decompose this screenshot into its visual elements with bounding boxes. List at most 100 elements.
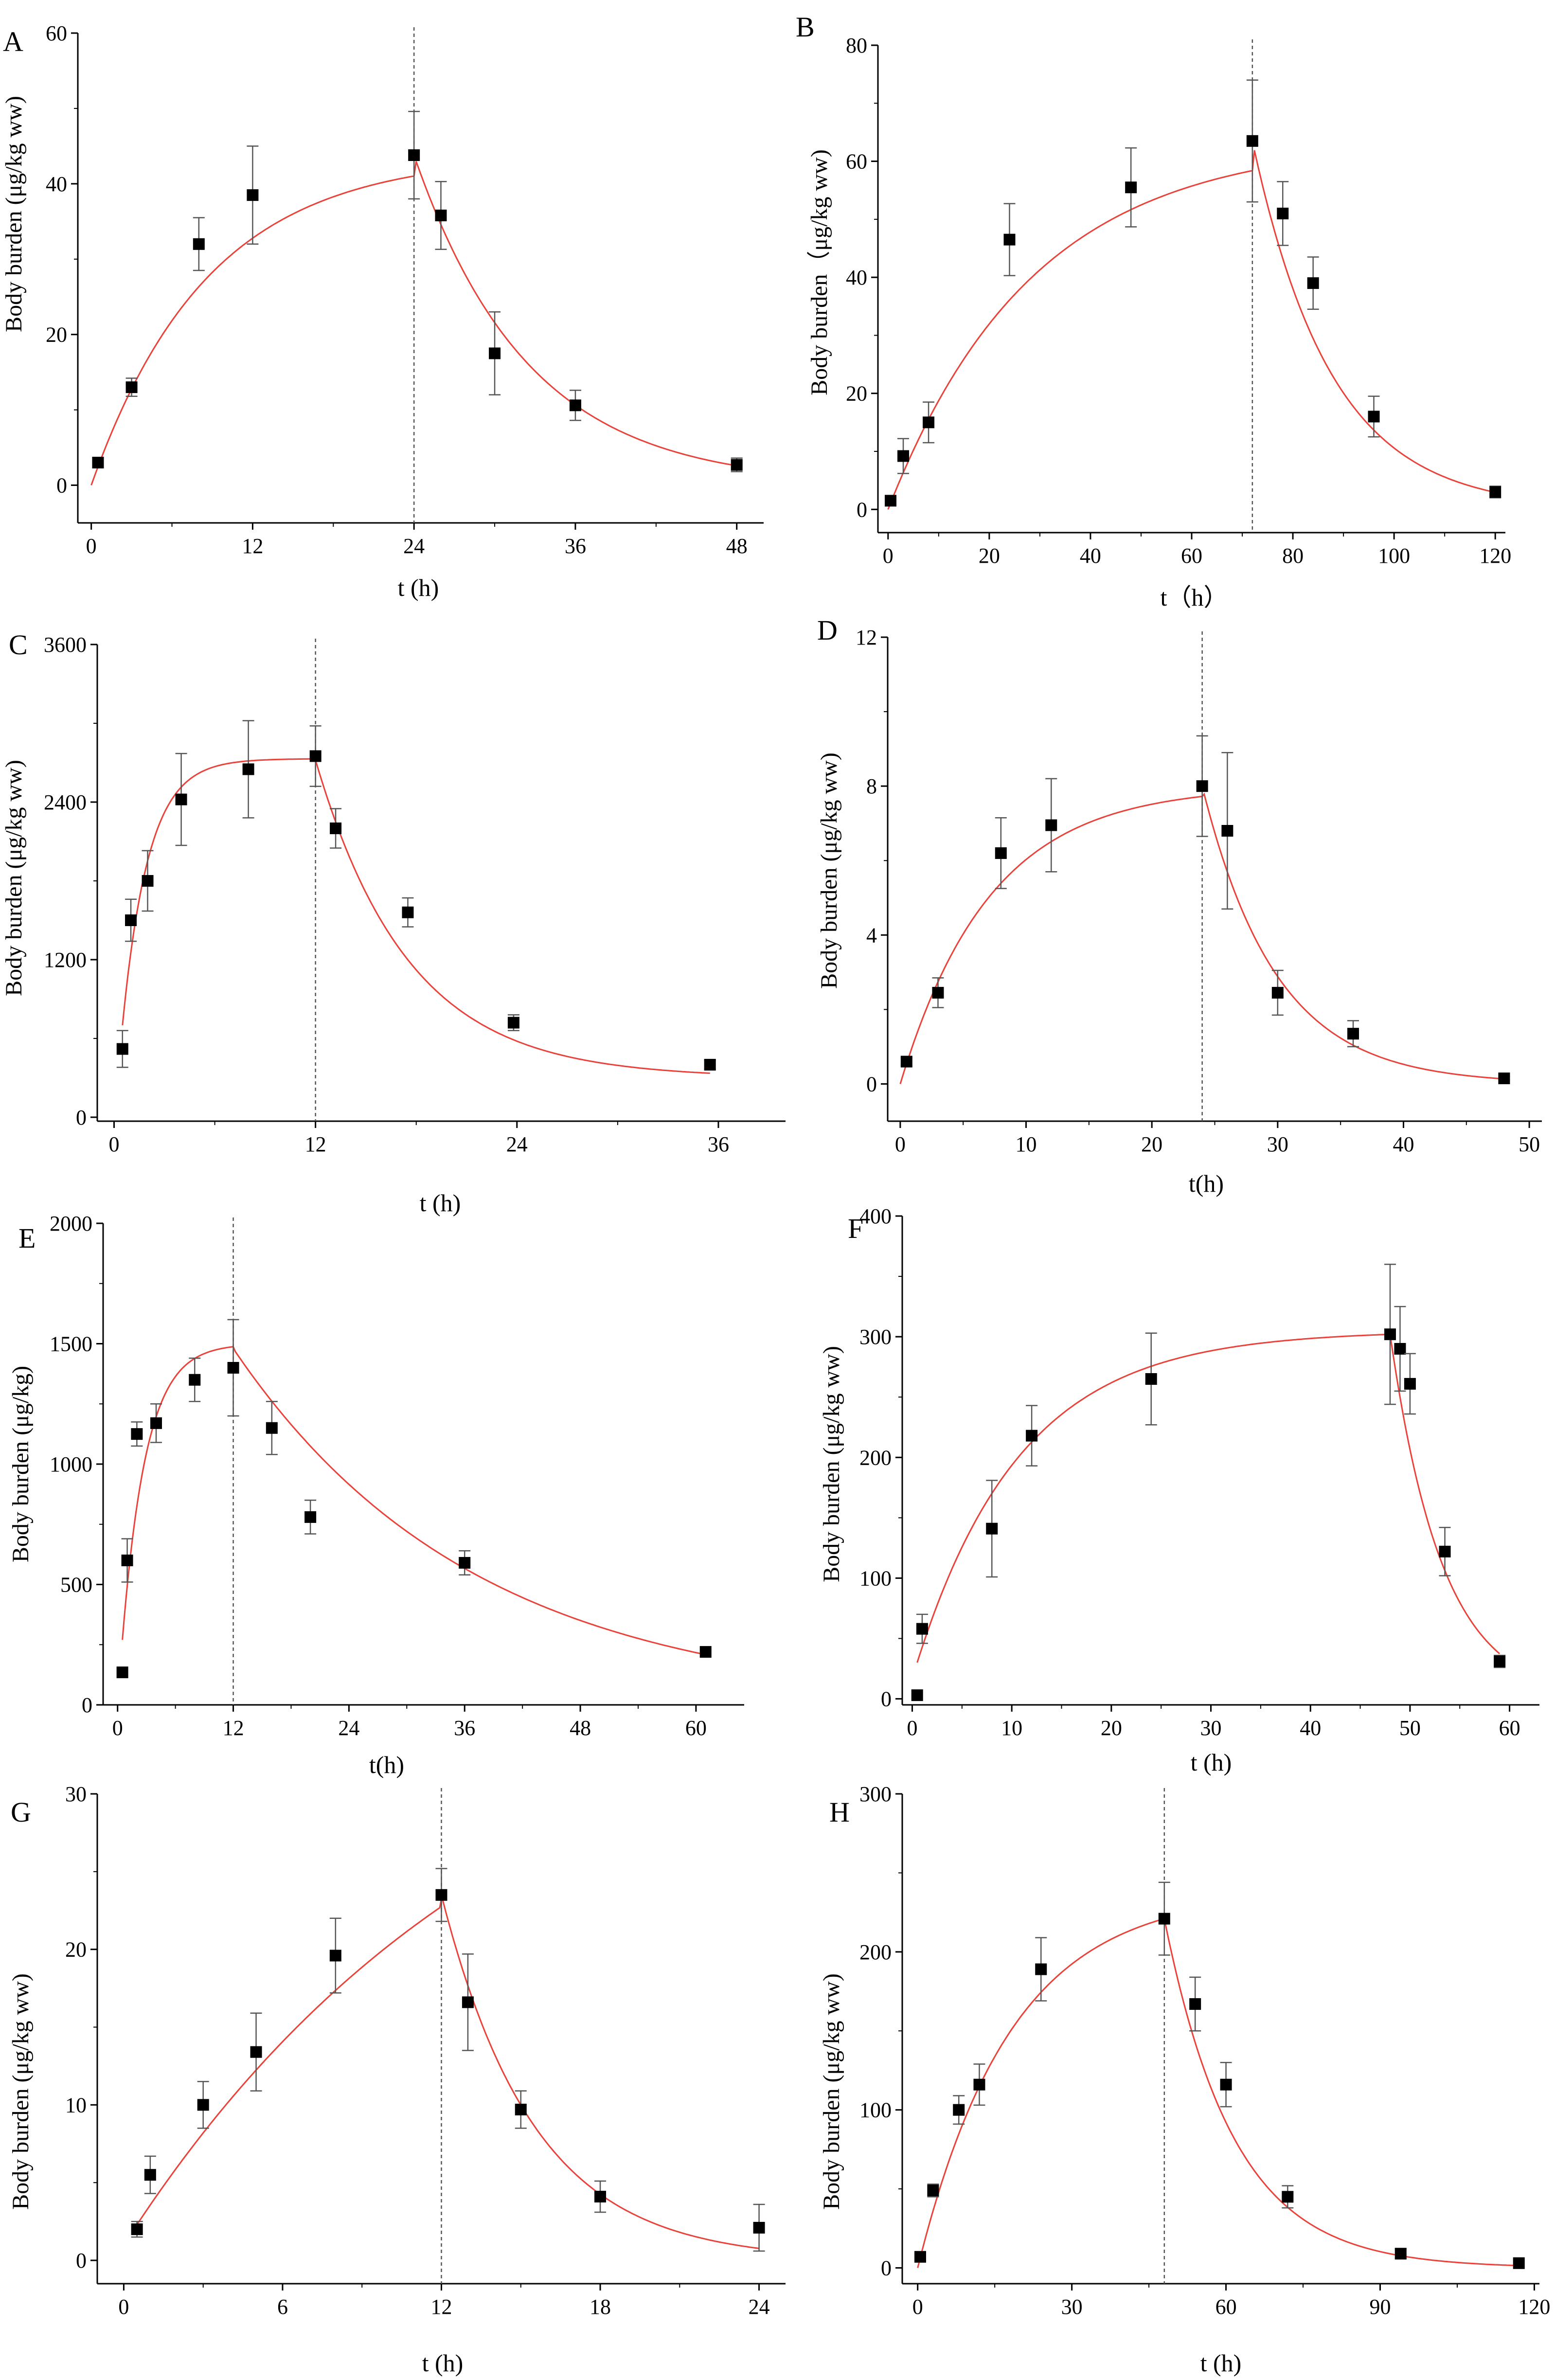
x-axis-title: t (h) [420, 1189, 461, 1217]
x-tick-label: 60 [1499, 1716, 1520, 1740]
panel-label: H [829, 1796, 850, 1828]
x-tick-label: 12 [305, 1132, 326, 1156]
data-point [330, 822, 342, 834]
x-tick-label: 60 [1181, 544, 1202, 568]
panel-label: D [817, 614, 838, 646]
x-tick-label: 20 [1141, 1132, 1162, 1156]
x-tick-label: 12 [223, 1716, 244, 1740]
y-axis-title: Body burden（μg/kg ww) [806, 149, 832, 395]
panel-a: A Body burden (μg/kg ww) t (h) 0 20 40 60 0 1… [1, 21, 764, 601]
data-point [435, 1889, 447, 1901]
data-point [1158, 1913, 1170, 1925]
y-tick-label: 300 [859, 1782, 892, 1806]
data-point [189, 1374, 201, 1386]
y-axis-title: Body burden (μg/kg ww) [1, 96, 27, 332]
data-point [914, 2251, 926, 2263]
x-tick-label: 100 [1378, 544, 1410, 568]
panel-e: E Body burden (μg/kg) t(h) 0 500 1000 1500 2… [8, 1212, 744, 1778]
x-tick-label: 10 [1001, 1716, 1022, 1740]
panel-g: G Body burden (μg/kg ww) t (h) 0 10 20 30 0 6… [8, 1782, 786, 2377]
fit-curve [122, 1345, 706, 1656]
data-point [1489, 486, 1501, 498]
x-tick-label: 0 [895, 1132, 906, 1156]
data-point [92, 457, 104, 469]
data-point [927, 2184, 939, 2197]
y-tick-label: 0 [76, 2249, 87, 2273]
x-tick-label: 30 [1061, 2295, 1083, 2319]
data-point [116, 1043, 128, 1055]
data-point [1125, 181, 1137, 194]
x-tick-label: 24 [749, 2295, 770, 2319]
panel-d: D Body burden (μg/kg ww) t(h) 0 4 8 12 0 10 20… [816, 614, 1542, 1197]
data-point [507, 1017, 519, 1029]
fit-curve [916, 1333, 1501, 1663]
x-axis-title: t (h) [398, 574, 439, 601]
data-point [932, 986, 944, 999]
x-tick-label: 6 [277, 2295, 288, 2319]
x-tick-label: 0 [109, 1132, 120, 1156]
data-point [515, 2103, 527, 2115]
data-point [1196, 780, 1208, 792]
x-tick-label: 20 [1101, 1716, 1122, 1740]
y-tick-label: 4 [866, 923, 877, 947]
data-point [131, 2223, 143, 2236]
y-tick-label: 60 [846, 150, 867, 174]
data-point [1246, 135, 1258, 147]
y-axis-title: Body burden (μg/kg ww) [819, 1973, 844, 2210]
x-tick-label: 60 [1215, 2295, 1237, 2319]
data-point [144, 2169, 156, 2181]
x-tick-label: 20 [979, 544, 1000, 568]
y-tick-label: 200 [859, 1940, 892, 1964]
data-point [1189, 1998, 1201, 2010]
y-axis-title: Body burden (μg/kg ww) [1, 760, 27, 996]
data-point [986, 1522, 998, 1535]
panel-h: H Body burden (μg/kg ww) t (h) 0 100 200 30… [819, 1782, 1550, 2377]
data-point [1220, 2078, 1232, 2091]
x-tick-label: 40 [1393, 1132, 1414, 1156]
data-point [897, 450, 910, 462]
fit-curve [90, 161, 737, 486]
y-tick-label: 100 [859, 2098, 892, 2122]
x-tick-label: 90 [1370, 2295, 1391, 2319]
x-tick-label: 48 [570, 1716, 591, 1740]
x-axis-title: t（h） [1161, 584, 1228, 611]
data-point [995, 847, 1007, 859]
data-point [121, 1555, 133, 1566]
data-point [953, 2104, 965, 2116]
x-tick-label: 48 [726, 534, 748, 558]
data-point [1494, 1655, 1506, 1667]
y-tick-label: 1000 [50, 1452, 92, 1476]
y-tick-label: 100 [859, 1566, 892, 1590]
x-tick-label: 36 [454, 1716, 475, 1740]
data-point [1035, 1963, 1047, 1975]
panel-c: C Body burden (μg/kg ww) t (h) 0 1200 2400… [1, 629, 786, 1217]
data-point [125, 914, 137, 926]
x-tick-label: 18 [590, 2295, 611, 2319]
y-tick-label: 0 [857, 498, 867, 521]
x-tick-label: 50 [1399, 1716, 1421, 1740]
data-point [304, 1511, 317, 1523]
data-point [459, 1557, 471, 1569]
data-point [193, 238, 205, 250]
fit-curve [899, 792, 1504, 1084]
data-point [1277, 207, 1289, 219]
data-point [1384, 1328, 1396, 1341]
data-point [1439, 1545, 1451, 1557]
data-point [1145, 1373, 1157, 1385]
data-point [462, 1996, 474, 2008]
y-tick-label: 40 [46, 172, 67, 196]
data-point [1404, 1378, 1416, 1390]
data-point [973, 2078, 985, 2091]
data-point [1026, 1430, 1038, 1442]
x-tick-label: 0 [112, 1716, 123, 1740]
data-point [1282, 2191, 1294, 2203]
y-tick-label: 500 [60, 1573, 92, 1597]
fit-curve [122, 758, 710, 1074]
data-point [911, 1689, 923, 1701]
x-tick-label: 80 [1282, 544, 1304, 568]
x-tick-label: 120 [1518, 2295, 1550, 2319]
y-tick-label: 0 [76, 1106, 87, 1129]
data-point [731, 459, 743, 471]
data-point [1394, 1342, 1406, 1355]
data-point [1347, 1028, 1359, 1040]
